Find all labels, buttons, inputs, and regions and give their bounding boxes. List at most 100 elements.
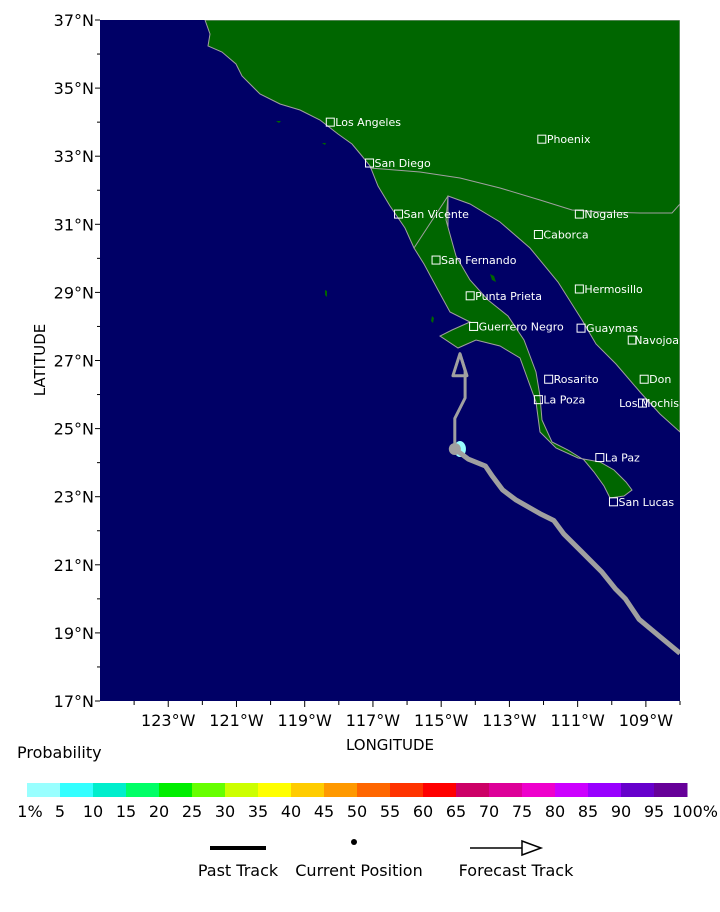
color-scale-label: 5 (55, 802, 65, 821)
us-mexico-border (369, 167, 680, 214)
lat-tick-label: 27°N (54, 352, 94, 371)
city-marker-icon (365, 158, 375, 168)
color-scale-label: 80 (545, 802, 565, 821)
city-label: La Paz (605, 452, 640, 465)
city-markers: Los Angeles Phoenix San Diego San Vicente No… (325, 116, 679, 509)
city-marker-icon (431, 255, 441, 265)
city-marker-icon (627, 335, 637, 345)
city-marker-icon (394, 209, 404, 219)
city-marker-icon (533, 230, 543, 240)
lon-tick-label: 121°W (209, 711, 264, 730)
city-marker-icon (469, 321, 479, 331)
city-label: Don (649, 373, 671, 386)
lat-tick-label: 21°N (54, 556, 94, 575)
city-label: Rosarito (554, 373, 599, 386)
forecast-track-label: Forecast Track (459, 861, 574, 880)
color-scale-cell (456, 783, 490, 797)
lon-tick-label: 115°W (414, 711, 469, 730)
color-scale-label: 15 (116, 802, 136, 821)
color-scale-label: 70 (479, 802, 499, 821)
past-track-line (453, 446, 680, 656)
city-marker-icon (574, 284, 584, 294)
color-scale-cell (489, 783, 523, 797)
city-label: Hermosillo (584, 283, 643, 296)
color-scale-cell (390, 783, 424, 797)
city: Don (639, 373, 671, 386)
current-position-label: Current Position (295, 861, 422, 880)
color-scale-cell (654, 783, 688, 797)
city-marker-icon (574, 209, 584, 219)
lat-tick-label: 33°N (54, 147, 94, 166)
lat-tick-label: 23°N (54, 488, 94, 507)
lat-tick-label: 19°N (54, 624, 94, 643)
city-marker-icon (537, 134, 547, 144)
color-scale-label: 30 (215, 802, 235, 821)
color-scale-cell (291, 783, 325, 797)
city-label: San Fernando (441, 254, 517, 267)
color-scale-label: 20 (149, 802, 169, 821)
color-scale-label: 50 (347, 802, 367, 821)
color-scale-label: 40 (281, 802, 301, 821)
color-scale-label: 35 (248, 802, 268, 821)
city: La Paz (595, 452, 640, 465)
lat-tick-label: 35°N (54, 79, 94, 98)
x-axis-label: LONGITUDE (346, 736, 434, 754)
city: Hermosillo (574, 283, 643, 296)
city: San Fernando (431, 254, 517, 267)
lon-tick-label: 117°W (346, 711, 401, 730)
lon-tick-label: 123°W (141, 711, 196, 730)
city-label: Los Angeles (335, 116, 401, 129)
city-marker-icon (544, 374, 554, 384)
lon-tick-label: 119°W (278, 711, 333, 730)
color-scale-cell (27, 783, 61, 797)
city-label: Los Mochis (619, 397, 679, 410)
city-marker-icon (325, 117, 335, 127)
color-scale-label: 45 (314, 802, 334, 821)
city-marker-icon (608, 497, 618, 507)
city-marker-icon (533, 395, 543, 405)
city-label: La Poza (543, 394, 585, 407)
lon-tick-label: 109°W (619, 711, 674, 730)
city: Rosarito (544, 373, 599, 386)
city-label: San Vicente (404, 208, 470, 221)
city-label: San Diego (375, 157, 431, 170)
color-scale-cell (93, 783, 127, 797)
city: Los Angeles (325, 116, 401, 129)
axis-ticks (95, 19, 681, 707)
island (325, 290, 327, 297)
lon-tick-label: 111°W (550, 711, 605, 730)
color-scale-label: 90 (611, 802, 631, 821)
color-scale-label: 100% (672, 802, 718, 821)
city-label: San Lucas (618, 496, 674, 509)
city: Punta Prieta (465, 290, 542, 303)
city: San Vicente (394, 208, 470, 221)
city-marker-icon (637, 398, 647, 408)
city-marker-icon (595, 453, 605, 463)
city-label: Navojoa (634, 334, 679, 347)
color-scale-cell (60, 783, 94, 797)
color-scale-label: 85 (578, 802, 598, 821)
past-track-label: Past Track (198, 861, 279, 880)
city: La Poza (533, 394, 585, 407)
color-scale-cell (423, 783, 457, 797)
color-scale-cell (555, 783, 589, 797)
island (276, 121, 281, 123)
lat-tick-label: 25°N (54, 420, 94, 439)
lat-tick-label: 31°N (54, 215, 94, 234)
current-position-symbol (351, 839, 357, 845)
probability-scale-labels: 1% 5 10 15 20 25 30 35 40 45 50 55 60 65 70 75 80 85 90 95 1… (17, 802, 718, 821)
probability-color-scale (27, 783, 688, 797)
city-label: Guerrero Negro (479, 320, 564, 333)
city: Phoenix (537, 133, 591, 146)
city: San Lucas (608, 496, 674, 509)
city-marker-icon (639, 374, 649, 384)
forecast-arrowhead (451, 352, 469, 378)
color-scale-label: 55 (380, 802, 400, 821)
color-scale-cell (258, 783, 292, 797)
current-position-marker (448, 443, 461, 456)
city: Guaymas (576, 322, 638, 335)
forecast-track-arrowhead (521, 839, 544, 857)
city-label: Nogales (584, 208, 629, 221)
city: Nogales (574, 208, 629, 221)
